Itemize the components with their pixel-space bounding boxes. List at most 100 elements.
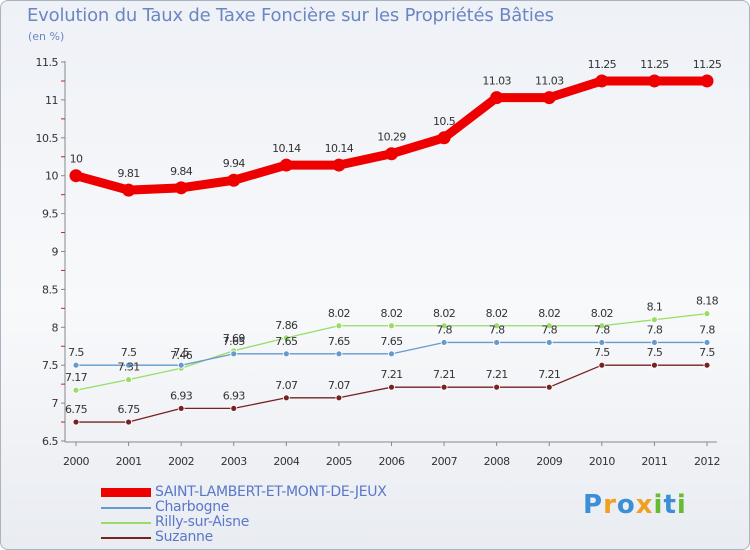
- data-point: [125, 418, 132, 426]
- data-label: 11.25: [588, 58, 617, 71]
- data-point: [647, 74, 661, 88]
- data-point: [437, 131, 451, 145]
- legend-swatch: [101, 506, 151, 509]
- data-label: 7.8: [594, 323, 610, 336]
- data-point: [493, 383, 501, 391]
- data-label: 7.07: [275, 379, 298, 392]
- data-point: [595, 74, 609, 88]
- data-point: [598, 339, 606, 346]
- data-point: [177, 405, 185, 412]
- legend-item: Suzanne: [101, 530, 387, 545]
- data-point: [230, 405, 238, 412]
- data-point: [69, 169, 83, 183]
- y-tick-label: 11.5: [36, 56, 59, 69]
- legend-label: Suzanne: [155, 529, 213, 545]
- x-tick-label: 2012: [694, 455, 720, 468]
- data-point: [227, 173, 241, 187]
- y-tick-label: 8.5: [42, 283, 58, 296]
- legend-swatch: [101, 536, 151, 539]
- data-label: 10.5: [433, 115, 456, 128]
- y-tick-label: 9: [52, 246, 59, 259]
- data-label: 7.8: [436, 323, 452, 336]
- x-tick-label: 2004: [273, 455, 299, 468]
- data-point: [703, 339, 711, 346]
- legend-item: Rilly-sur-Aisne: [101, 515, 387, 530]
- data-point: [598, 322, 606, 330]
- x-tick-label: 2010: [589, 455, 615, 468]
- data-label: 10.29: [377, 131, 406, 144]
- data-label: 7.8: [489, 323, 505, 336]
- data-point: [72, 418, 80, 426]
- logo-letter: P: [583, 490, 604, 520]
- data-point: [542, 91, 556, 105]
- data-label: 7.5: [647, 346, 663, 359]
- data-label: 11.25: [640, 58, 669, 71]
- data-label: 6.75: [118, 403, 141, 416]
- data-label: 9.81: [118, 167, 140, 180]
- data-point: [388, 322, 395, 330]
- data-point: [335, 394, 343, 402]
- y-tick-label: 9.5: [42, 208, 58, 221]
- chart-unit-label: (en %): [28, 30, 65, 43]
- x-tick-label: 2008: [484, 455, 510, 468]
- data-point: [335, 350, 343, 358]
- data-point: [388, 350, 395, 358]
- data-point: [651, 339, 658, 346]
- data-point: [703, 310, 711, 318]
- data-label: 6.93: [170, 389, 193, 402]
- data-label: 7.07: [328, 379, 351, 392]
- data-point: [335, 322, 343, 330]
- data-label: 9.94: [223, 157, 246, 170]
- data-point: [72, 386, 80, 394]
- y-tick-label: 8: [52, 321, 59, 334]
- data-point: [440, 383, 448, 391]
- data-point: [230, 350, 238, 358]
- data-label: 7.8: [699, 323, 715, 336]
- data-point: [651, 316, 658, 324]
- logo-letter: i: [653, 490, 664, 520]
- data-point: [125, 361, 132, 369]
- data-point: [122, 183, 136, 197]
- data-point: [493, 322, 501, 330]
- legend-label: SAINT-LAMBERT-ET-MONT-DE-JEUX: [155, 484, 387, 500]
- data-label: 7.31: [118, 361, 140, 374]
- data-label: 7.5: [68, 346, 84, 359]
- data-label: 7.86: [275, 319, 298, 332]
- data-point: [177, 361, 185, 369]
- data-label: 7.8: [647, 323, 663, 336]
- y-tick-label: 7.5: [42, 359, 58, 372]
- series-3: [72, 361, 711, 426]
- data-label: 7.5: [699, 346, 715, 359]
- data-label: 8.1: [647, 301, 663, 314]
- data-point: [545, 383, 553, 391]
- data-point: [545, 339, 553, 346]
- x-tick-label: 2009: [536, 455, 562, 468]
- data-label: 7.21: [380, 368, 402, 381]
- proxiti-logo: Proxiti: [583, 490, 687, 520]
- data-point: [385, 147, 398, 161]
- y-tick-label: 7: [52, 397, 59, 410]
- legend-swatch: [101, 488, 151, 497]
- data-point: [282, 334, 290, 342]
- data-label: 10.14: [325, 142, 354, 155]
- legend-label: Rilly-sur-Aisne: [155, 514, 250, 530]
- x-tick-label: 2006: [379, 455, 405, 468]
- legend-item: Charbogne: [101, 500, 387, 515]
- data-point: [282, 394, 290, 402]
- data-label: 7.46: [170, 349, 193, 362]
- legend-item: SAINT-LAMBERT-ET-MONT-DE-JEUX: [101, 485, 387, 500]
- chart-legend: SAINT-LAMBERT-ET-MONT-DE-JEUX Charbogne Ri…: [101, 485, 387, 545]
- logo-letter: x: [635, 490, 654, 520]
- data-label: 7.65: [223, 335, 246, 348]
- data-point: [545, 322, 553, 330]
- data-label: 11.03: [482, 75, 511, 88]
- legend-label: Charbogne: [155, 499, 230, 515]
- data-point: [598, 361, 606, 369]
- data-label: 7.21: [538, 368, 560, 381]
- chart-title: Evolution du Taux de Taxe Foncière sur l…: [27, 5, 554, 26]
- data-point: [440, 339, 448, 346]
- data-label: 7.5: [121, 346, 137, 359]
- data-point: [703, 361, 711, 369]
- y-tick-label: 6.5: [42, 435, 58, 448]
